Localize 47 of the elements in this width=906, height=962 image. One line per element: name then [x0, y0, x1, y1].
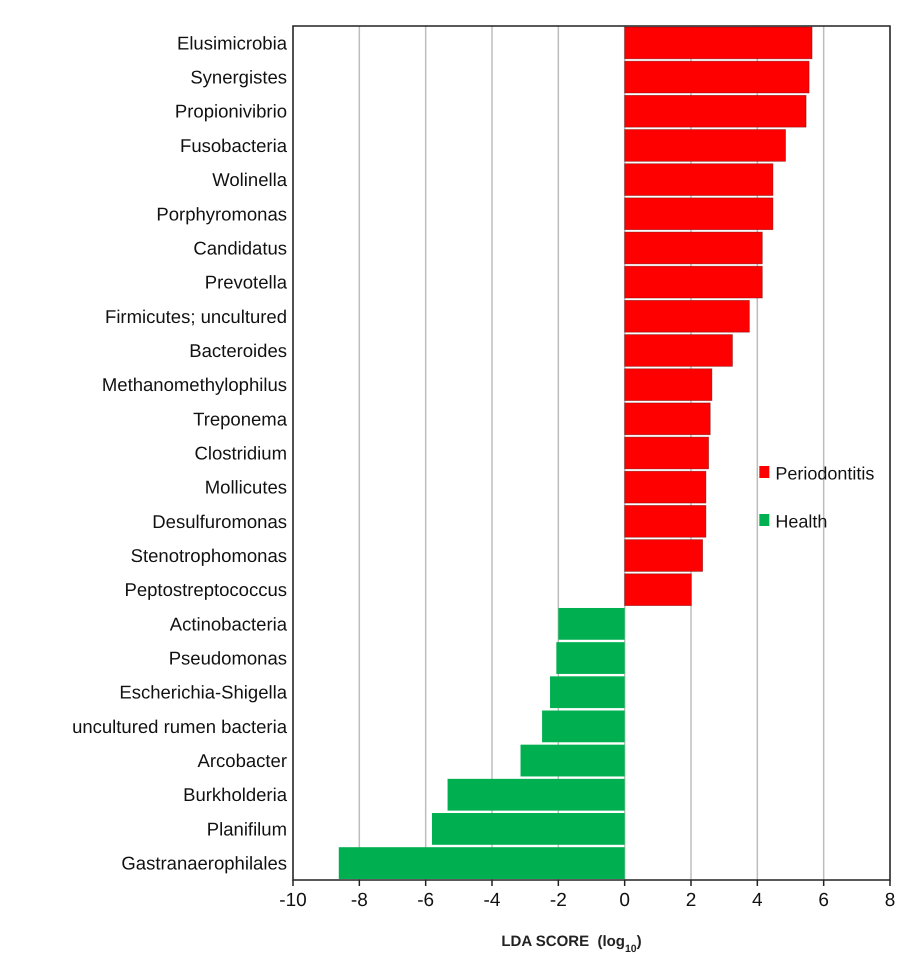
bar	[556, 642, 625, 674]
y-tick-label: Peptostreptococcus	[124, 579, 287, 600]
y-tick-label: Wolinella	[212, 169, 288, 190]
y-tick-label: Burkholderia	[183, 784, 288, 806]
bar	[542, 710, 625, 742]
x-tick-label: -4	[484, 890, 501, 911]
y-tick-label: Escherichia-Shigella	[119, 682, 288, 703]
y-tick-label: Fusobacteria	[180, 134, 288, 156]
bar	[550, 676, 625, 708]
x-axis-title: LDA SCORE (log$_{10}$)	[501, 933, 642, 955]
x-tick-label: 4	[752, 890, 764, 911]
y-tick-label: Synergistes	[190, 66, 287, 88]
y-tick-label: Bacteroides	[189, 340, 287, 361]
legend-label: Periodontitis	[775, 463, 874, 484]
x-tick-label: 0	[619, 890, 630, 911]
y-tick-label: Gastranaerophilales	[121, 852, 287, 874]
y-tick-label: Desulfuromonas	[152, 510, 287, 532]
x-tick-label: -10	[279, 890, 307, 911]
y-tick-label: Elusimicrobia	[176, 32, 288, 54]
y-tick-label: Actinobacteria	[170, 613, 288, 634]
x-tick-label: -2	[550, 890, 567, 911]
y-tick-label: Propionivibrio	[174, 100, 287, 122]
y-tick-label: Prevotella	[204, 272, 288, 293]
y-tick-label: Stenotrophomonas	[130, 544, 287, 566]
x-tick-label: 2	[686, 890, 696, 911]
x-tick-label: 8	[884, 890, 896, 911]
bar	[338, 847, 625, 879]
y-tick-label: Planifilum	[206, 818, 287, 840]
x-tick-label: 6	[818, 890, 829, 911]
legend-label: Health	[775, 511, 828, 532]
y-tick-label: Firmicutes; uncultured	[105, 306, 287, 327]
bar	[448, 778, 625, 811]
bar	[558, 608, 625, 640]
y-tick-label: Treponema	[193, 408, 288, 430]
x-tick-label: -6	[417, 890, 434, 911]
y-tick-label: Pseudomonas	[168, 648, 287, 669]
x-tick-label: -8	[350, 890, 368, 911]
bar	[432, 813, 625, 845]
y-tick-label: uncultured rumen bacteria	[72, 716, 288, 737]
bar	[624, 26, 812, 60]
bar	[520, 744, 625, 776]
y-tick-label: Arcobacter	[198, 750, 287, 772]
y-tick-label: Porphyromonas	[156, 203, 287, 224]
y-tick-label: Clostridium	[194, 442, 287, 464]
y-tick-label: Mollicutes	[204, 476, 287, 498]
y-tick-label: Candidatus	[193, 237, 287, 258]
y-tick-label: Methanomethylophilus	[102, 374, 287, 396]
